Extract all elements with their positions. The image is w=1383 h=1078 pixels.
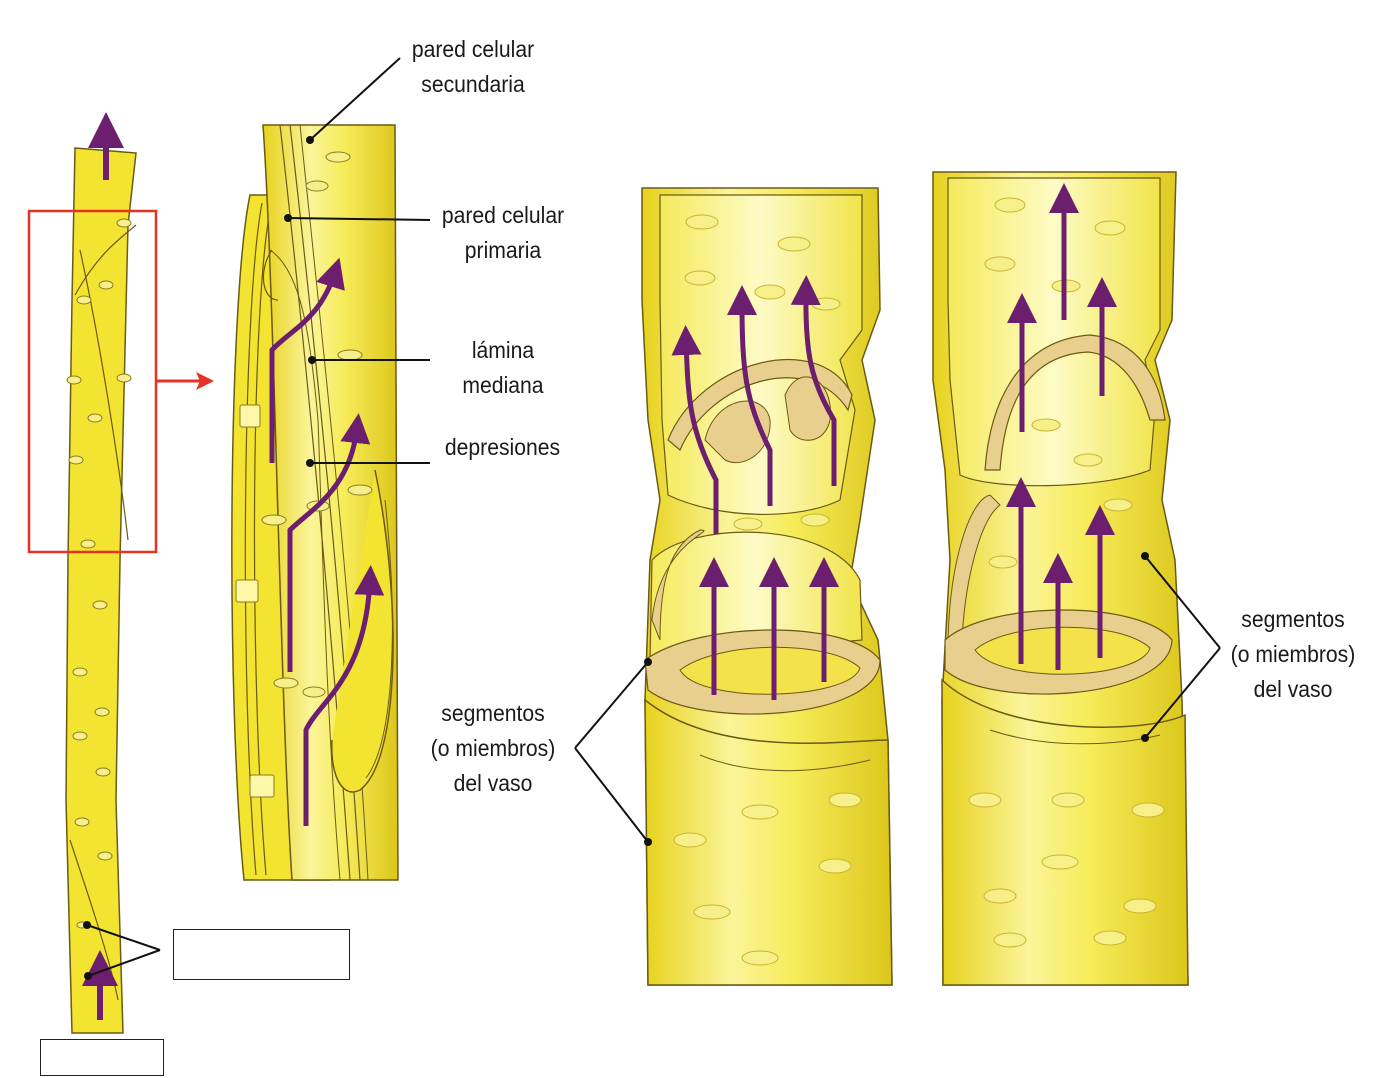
blank-label-box <box>173 929 350 980</box>
label-line: (o miembros) <box>1230 641 1356 667</box>
label-line: (o miembros) <box>430 735 556 761</box>
flow-arrow <box>671 325 719 534</box>
label-line: pared celular <box>411 36 535 62</box>
label-vessel-members-right: segmentos (o miembros) del vaso <box>1224 602 1362 707</box>
label-line: pared celular <box>441 202 565 228</box>
flow-arrow <box>303 565 385 826</box>
label-vessel-members-left: segmentos (o miembros) del vaso <box>424 696 562 801</box>
zoom-arrow <box>157 372 214 390</box>
flow-arrow <box>790 275 837 486</box>
blank-label-box <box>40 1039 164 1076</box>
label-secondary-wall: pared celular secundaria <box>404 32 542 102</box>
label-line: secundaria <box>421 71 525 97</box>
label-middle-lamella: lámina mediana <box>439 333 568 403</box>
flow-arrow <box>727 285 773 506</box>
vessel-member-right <box>932 171 1189 986</box>
label-line: depresiones <box>444 434 561 460</box>
tracheid-enlarged <box>231 124 399 881</box>
zoom-box <box>27 209 158 554</box>
label-line: del vaso <box>1253 676 1333 702</box>
leader-lines-enlarged <box>287 57 431 464</box>
leader-lines-vessels <box>574 555 1221 843</box>
label-line: mediana <box>462 372 544 398</box>
label-line: segmentos <box>441 700 545 726</box>
label-line: primaria <box>464 237 542 263</box>
label-line: segmentos <box>1241 606 1345 632</box>
label-line: del vaso <box>453 770 533 796</box>
label-pits: depresiones <box>436 430 569 465</box>
tracheid-cell <box>65 112 137 1034</box>
label-primary-wall: pared celular primaria <box>434 198 572 268</box>
flow-arrow <box>269 257 345 463</box>
flow-arrow <box>287 413 371 672</box>
leader-lines-tracheid <box>86 924 161 977</box>
label-line: lámina <box>471 337 535 363</box>
vessel-member-left <box>641 187 893 986</box>
